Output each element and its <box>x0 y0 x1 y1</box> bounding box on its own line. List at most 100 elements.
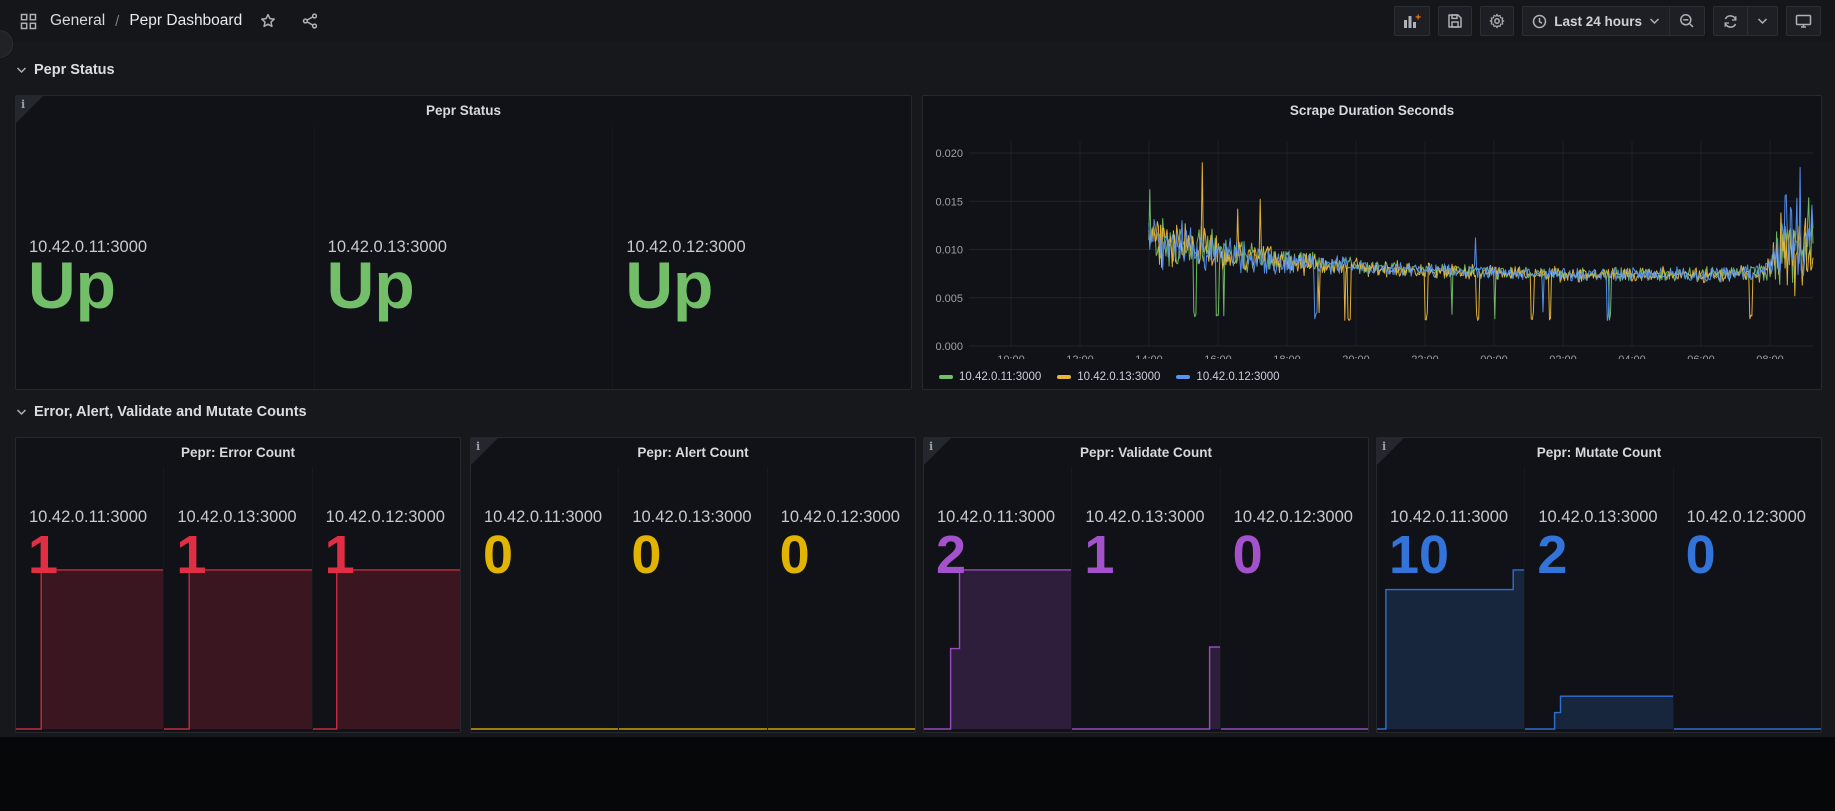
svg-text:02:00: 02:00 <box>1549 354 1577 359</box>
time-range-label: Last 24 hours <box>1554 13 1642 29</box>
breadcrumb-dashboard-title[interactable]: Pepr Dashboard <box>129 12 243 29</box>
stat-label: 10.42.0.13:3000 <box>1085 508 1205 526</box>
row-header-counts[interactable]: Error, Alert, Validate and Mutate Counts <box>16 404 307 420</box>
stat-value: 1 <box>28 525 59 585</box>
svg-text:22:00: 22:00 <box>1411 354 1439 359</box>
time-range-picker[interactable]: Last 24 hours <box>1523 7 1669 35</box>
stat-column: 10.42.0.12:3000 Up <box>612 126 911 389</box>
add-panel-button[interactable]: + <box>1394 6 1431 36</box>
panel-error-count: Pepr: Error Count 10.42.0.11:3000 1 10.42.0… <box>15 437 461 733</box>
sparkline <box>312 569 460 730</box>
stat-row: 10.42.0.11:3000 Up 10.42.0.13:3000 Up 10.42.… <box>16 126 911 389</box>
svg-text:12:00: 12:00 <box>1066 354 1094 359</box>
stat-row: 10.42.0.11:3000 10 10.42.0.13:3000 2 10.42.0… <box>1377 468 1821 732</box>
chevron-down-icon <box>16 409 27 416</box>
svg-text:20:00: 20:00 <box>1342 354 1370 359</box>
svg-text:18:00: 18:00 <box>1273 354 1301 359</box>
stat-label: 10.42.0.11:3000 <box>937 508 1056 526</box>
top-nav-bar: General / Pepr Dashboard + <box>0 0 1835 42</box>
stat-label: 10.42.0.12:3000 <box>1233 508 1353 526</box>
svg-text:0.000: 0.000 <box>935 341 963 353</box>
stat-label: 10.42.0.12:3000 <box>325 508 445 526</box>
panel-mutate-count: i Pepr: Mutate Count 10.42.0.11:3000 10 10.4… <box>1376 437 1822 733</box>
panel-title[interactable]: Pepr: Mutate Count <box>1536 445 1662 460</box>
time-picker-group: Last 24 hours <box>1522 6 1705 36</box>
legend-swatch-icon <box>1176 375 1191 379</box>
stat-value: Up <box>28 248 116 322</box>
refresh-interval-dropdown[interactable] <box>1748 7 1777 35</box>
stat-value: 10 <box>1389 525 1450 585</box>
svg-text:0.005: 0.005 <box>935 293 963 305</box>
stat-column: 10.42.0.13:3000 2 <box>1524 468 1673 732</box>
stat-label: 10.42.0.11:3000 <box>484 508 603 526</box>
stat-value: 1 <box>1084 525 1115 585</box>
panel-title[interactable]: Pepr: Validate Count <box>1079 445 1213 460</box>
dashboard-settings-button[interactable] <box>1480 6 1515 36</box>
panel-alert-count: i Pepr: Alert Count 10.42.0.11:3000 0 10.42.… <box>470 437 916 733</box>
sparkline <box>1220 728 1368 730</box>
time-series-chart[interactable]: 0.000 0.005 0.010 0.015 0.020 10:00 12:00 14:00… <box>923 96 1821 359</box>
stat-label: 10.42.0.11:3000 <box>1390 508 1509 526</box>
svg-text:0.020: 0.020 <box>935 148 963 160</box>
stat-value: 1 <box>324 525 355 585</box>
stat-column: 10.42.0.13:3000 0 <box>618 468 767 732</box>
sparkline <box>924 569 1072 730</box>
sparkline <box>1072 646 1220 730</box>
sparkline <box>1377 569 1525 730</box>
sparkline <box>164 569 312 730</box>
stat-column: 10.42.0.11:3000 10 <box>1377 468 1525 732</box>
save-dashboard-button[interactable] <box>1438 6 1473 36</box>
favorite-star-icon[interactable] <box>256 9 280 33</box>
stat-label: 10.42.0.11:3000 <box>29 238 148 256</box>
stat-column: 10.42.0.11:3000 0 <box>471 468 619 732</box>
stat-column: 10.42.0.12:3000 0 <box>1672 468 1821 732</box>
apps-grid-icon[interactable] <box>16 9 40 33</box>
breadcrumb-folder[interactable]: General <box>50 12 106 29</box>
stat-column: 10.42.0.13:3000 1 <box>163 468 312 732</box>
legend-item[interactable]: 10.42.0.11:3000 <box>939 371 1041 383</box>
sparkline <box>1525 695 1673 730</box>
row-title: Pepr Status <box>34 62 115 78</box>
info-corner-icon[interactable]: i <box>16 96 43 123</box>
svg-text:+: + <box>1415 13 1421 24</box>
info-corner-icon[interactable]: i <box>1377 438 1404 465</box>
chevron-down-icon <box>1757 18 1768 25</box>
panel-title[interactable]: Pepr: Alert Count <box>637 445 749 460</box>
refresh-group <box>1713 6 1778 36</box>
legend-item[interactable]: 10.42.0.13:3000 <box>1057 371 1160 383</box>
stat-column: 10.42.0.12:3000 1 <box>311 468 460 732</box>
dashboard-toolbar: + Last 24 hours <box>1394 6 1821 36</box>
stat-column: 10.42.0.13:3000 Up <box>313 126 613 389</box>
info-corner-icon[interactable]: i <box>924 438 951 465</box>
stat-column: 10.42.0.13:3000 1 <box>1071 468 1220 732</box>
stat-column: 10.42.0.12:3000 0 <box>766 468 915 732</box>
panel-title[interactable]: Scrape Duration Seconds <box>1289 103 1455 118</box>
stat-value: 2 <box>1537 525 1568 585</box>
page-background-strip <box>0 737 1835 811</box>
svg-text:14:00: 14:00 <box>1135 354 1163 359</box>
panel-title[interactable]: Pepr: Error Count <box>180 445 295 460</box>
panel-validate-count: i Pepr: Validate Count 10.42.0.11:3000 2 10.… <box>923 437 1369 733</box>
zoom-out-time-button[interactable] <box>1670 7 1704 35</box>
stat-value: 0 <box>779 525 810 585</box>
sparkline <box>767 728 915 730</box>
info-corner-icon[interactable]: i <box>471 438 498 465</box>
refresh-button[interactable] <box>1714 7 1747 35</box>
stat-label: 10.42.0.12:3000 <box>626 238 746 256</box>
stat-column: 10.42.0.11:3000 1 <box>16 468 164 732</box>
legend-item[interactable]: 10.42.0.12:3000 <box>1176 371 1280 383</box>
share-icon[interactable] <box>298 9 322 33</box>
stat-value: Up <box>625 248 714 322</box>
stat-value: 0 <box>483 525 514 585</box>
stat-label: 10.42.0.12:3000 <box>1686 508 1806 526</box>
panel-pepr-status: i Pepr Status 10.42.0.11:3000 Up 10.42.0.1… <box>15 95 912 390</box>
panel-title[interactable]: Pepr Status <box>425 103 502 118</box>
row-header-pepr-status[interactable]: Pepr Status <box>16 62 115 78</box>
cycle-view-mode-button[interactable] <box>1786 6 1821 36</box>
row-title: Error, Alert, Validate and Mutate Counts <box>34 404 307 420</box>
stat-row: 10.42.0.11:3000 1 10.42.0.13:3000 1 10.42.0.… <box>16 468 460 732</box>
sparkline <box>1673 728 1821 730</box>
stat-label: 10.42.0.13:3000 <box>327 238 447 256</box>
svg-text:04:00: 04:00 <box>1618 354 1646 359</box>
